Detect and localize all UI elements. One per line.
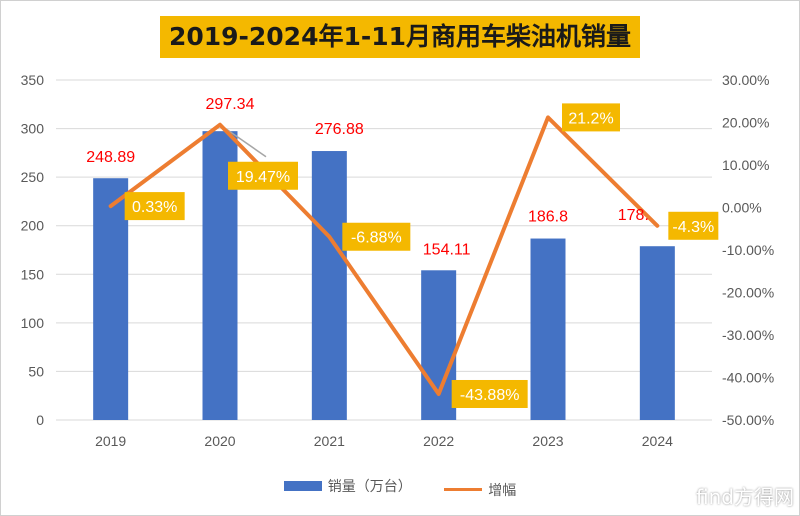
legend-item-growth: 增幅 [444, 480, 516, 500]
chart-title: 2019-2024年1-11月商用车柴油机销量 [160, 16, 640, 58]
y-tick-label-right: -40.00% [722, 370, 774, 386]
y-tick-label-left: 200 [21, 218, 45, 234]
y-tick-label-left: 100 [21, 315, 45, 331]
x-tick-label: 2023 [532, 433, 563, 449]
x-tick-label: 2021 [314, 433, 345, 449]
growth-value-label: 19.47% [236, 169, 290, 186]
y-tick-label-left: 300 [21, 121, 45, 137]
growth-label-box [124, 192, 185, 221]
x-tick-label: 2019 [95, 433, 126, 449]
growth-label-box [228, 161, 298, 190]
y-tick-label-right: -50.00% [722, 412, 774, 428]
growth-label-box [668, 211, 719, 240]
y-tick-label-right: 10.00% [722, 157, 769, 173]
growth-value-label: 0.33% [132, 199, 177, 216]
bar [639, 246, 675, 420]
growth-line [108, 115, 660, 396]
bar [93, 178, 129, 420]
x-tick-label: 2024 [642, 433, 673, 449]
bar-value-label: 178. [618, 207, 649, 224]
y-tick-label-right: -20.00% [722, 285, 774, 301]
y-tick-label-right: 0.00% [722, 200, 762, 216]
y-tick-label-right: 20.00% [722, 115, 769, 131]
bar-value-label: 186.8 [528, 209, 568, 226]
legend: 销量（万台） 增幅 [0, 476, 800, 500]
y-tick-label-right: 30.00% [722, 72, 769, 88]
bar-value-label: 276.88 [315, 121, 364, 138]
legend-item-sales: 销量（万台） [283, 476, 412, 496]
y-tick-label-left: 350 [21, 72, 45, 88]
legend-swatch-line [444, 488, 483, 491]
x-tick-label: 2022 [423, 433, 454, 449]
growth-label-box [342, 222, 411, 251]
bar [311, 151, 347, 420]
y-tick-label-right: -10.00% [722, 242, 774, 258]
bar [421, 270, 457, 420]
growth-label-box [562, 103, 620, 132]
y-tick-label-left: 0 [36, 412, 44, 428]
y-tick-label-left: 50 [28, 363, 44, 379]
growth-value-label: 21.2% [568, 110, 613, 127]
legend-swatch-bar [283, 481, 322, 491]
growth-value-label: -6.88% [351, 230, 402, 247]
growth-value-label: -4.3% [672, 219, 714, 236]
x-tick-label: 2020 [204, 433, 235, 449]
y-tick-label-left: 250 [21, 169, 45, 185]
bar-value-label: 154.11 [423, 241, 471, 258]
y-tick-label-right: -30.00% [722, 327, 774, 343]
bar-value-label: 297.34 [206, 96, 255, 113]
bar-value-label: 248.89 [86, 149, 135, 166]
legend-label-sales: 销量（万台） [327, 479, 412, 495]
bar [530, 238, 566, 420]
watermark-logo: find方得网 [696, 485, 794, 509]
growth-label-box [451, 379, 528, 408]
y-tick-label-left: 150 [21, 266, 45, 282]
legend-label-growth: 增幅 [488, 482, 517, 499]
growth-value-label: -43.88% [460, 387, 520, 404]
